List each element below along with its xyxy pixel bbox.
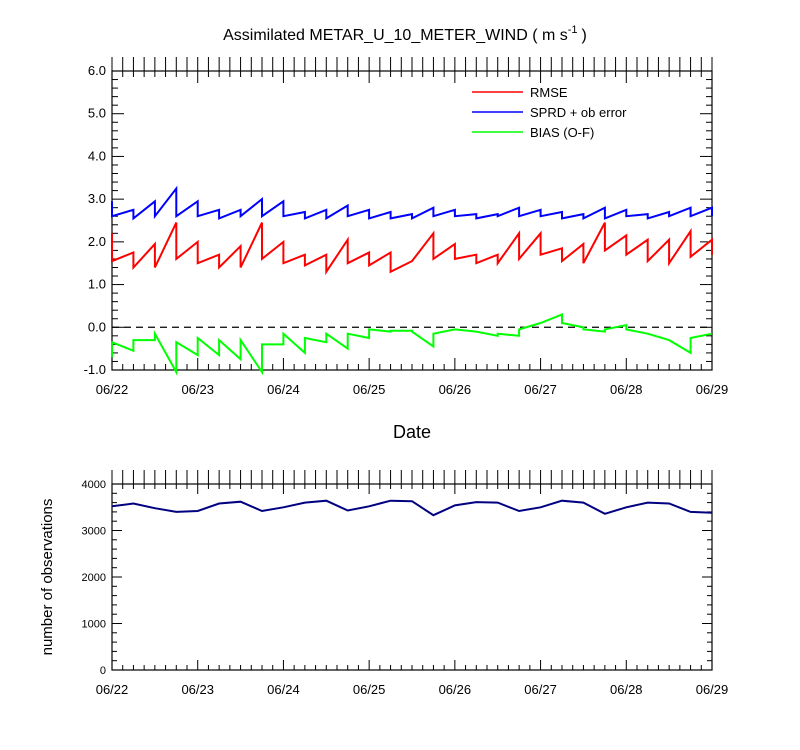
series-line-2 xyxy=(111,313,713,376)
chart-title-main: Assimilated METAR_U_10_METER_WIND ( m s xyxy=(223,27,568,44)
top-plot-area: 06/22 06/23 06/24 06/25 06/26 06/27 06/28 06/29… xyxy=(84,57,729,397)
y-tick-label: 0 xyxy=(100,665,106,677)
legend-label-rmse: RMSE xyxy=(530,85,568,100)
x-tick-label: 06/28 xyxy=(610,682,643,697)
y-tick-label: 3000 xyxy=(82,526,106,538)
chart-title: Assimilated METAR_U_10_METER_WIND ( m s-… xyxy=(223,24,587,44)
plot-frame xyxy=(111,483,713,671)
x-tick-label: 06/29 xyxy=(696,682,729,697)
legend-label-sprd: SPRD + ob error xyxy=(530,105,627,120)
y-tick-label: 4.0 xyxy=(88,148,106,163)
y-tick-label: -1.0 xyxy=(84,362,106,377)
x-tick-label: 06/29 xyxy=(696,382,729,397)
x-axis-label: Date xyxy=(393,422,431,442)
x-tick-label: 06/27 xyxy=(524,382,557,397)
x-tick-label: 06/26 xyxy=(439,382,472,397)
x-tick-label: 06/24 xyxy=(267,682,300,697)
x-tick-label: 06/26 xyxy=(439,682,472,697)
x-tick-label: 06/25 xyxy=(353,382,386,397)
y-tick-label: 1.0 xyxy=(88,277,106,292)
x-tick-label: 06/22 xyxy=(96,682,129,697)
bottom-panel: 06/22 06/23 06/24 06/25 06/26 06/27 06/28 06/29… xyxy=(39,470,728,697)
series-line-1 xyxy=(111,185,713,221)
x-tick-label: 06/28 xyxy=(610,382,643,397)
legend: RMSE SPRD + ob error BIAS (O-F) xyxy=(472,85,627,140)
top-panel: Assimilated METAR_U_10_METER_WIND ( m s-… xyxy=(84,24,729,442)
y-tick-label: 4000 xyxy=(82,479,106,491)
x-tick-label: 06/22 xyxy=(96,382,129,397)
y-tick-label: 5.0 xyxy=(88,106,106,121)
legend-label-bias: BIAS (O-F) xyxy=(530,125,594,140)
x-tick-label: 06/23 xyxy=(181,682,214,697)
series-line-0 xyxy=(111,499,713,517)
chart-title-close: ) xyxy=(582,27,587,44)
series-line-0 xyxy=(111,222,713,276)
y-tick-label: 3.0 xyxy=(88,191,106,206)
chart-title-superscript: -1 xyxy=(568,24,578,36)
y-tick-label: 6.0 xyxy=(88,63,106,78)
x-tick-label: 06/24 xyxy=(267,382,300,397)
y-axis-label: number of observations xyxy=(39,499,56,656)
y-tick-label: 2000 xyxy=(82,572,106,584)
x-tick-label: 06/27 xyxy=(524,682,557,697)
x-tick-label: 06/23 xyxy=(181,382,214,397)
y-tick-label: 2.0 xyxy=(88,234,106,249)
y-tick-label: 1000 xyxy=(82,619,106,631)
bottom-plot-area: 06/22 06/23 06/24 06/25 06/26 06/27 06/28 06/29… xyxy=(82,470,729,697)
x-tick-label: 06/25 xyxy=(353,682,386,697)
y-tick-label: 0.0 xyxy=(88,319,106,334)
